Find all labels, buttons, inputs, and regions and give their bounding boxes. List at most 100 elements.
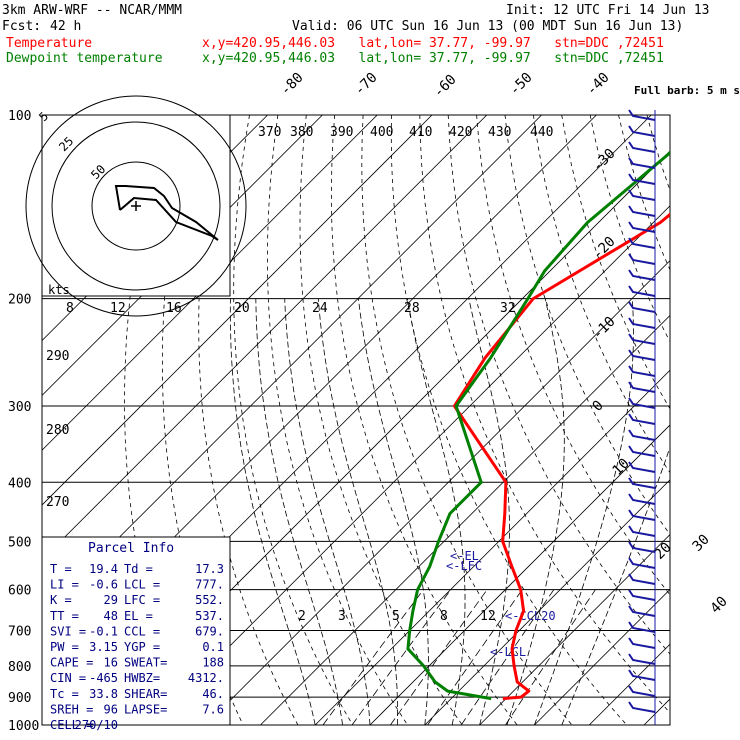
wind-barb [628,381,656,393]
parcel-info-cell: Td = [124,562,153,576]
pressure-label: 600 [8,584,31,599]
moist-adiabat [506,298,565,725]
hodograph-axis-label: 16 [166,301,182,316]
wind-barb [628,685,656,697]
moist-adiabat [255,298,343,725]
dry-adiabat [732,115,740,725]
parcel-info-cell: K = [50,593,72,607]
hodograph-axis-label: 12 [110,301,126,316]
parcel-info-cell: LCL = [124,578,160,592]
dry-adiabat [390,115,628,725]
parcel-info-cell: 46. [202,687,224,701]
level-annotation: <-CCL20 [505,609,556,623]
parcel-info-cell: SHEAR= [124,687,167,701]
level-annotation: <-LFC [446,559,482,573]
isotherm-label: -80 [278,70,307,99]
wind-barb [628,269,656,281]
pressure-label: 400 [8,476,31,491]
wind-barb [628,317,656,329]
dry-adiabat [675,115,740,725]
dry-adiabat [646,115,670,192]
dry-adiabat [561,115,670,410]
wind-barb [628,557,656,569]
isotherm-label: -10 [590,314,619,343]
isotherm-line [369,424,670,725]
isotherm-label: -40 [584,70,613,99]
dry-adiabat [266,115,408,725]
isotherm-label: 30 [690,532,713,555]
dry-adiabat [233,115,354,725]
wind-barb [628,285,656,297]
temperature-location: x,y=420.95,446.03 lat,lon= 37.77, -99.97… [202,36,664,51]
wind-barb [628,621,656,633]
wind-barb [628,157,656,169]
parcel-info-cell: CCL = [124,624,160,638]
wind-barb [628,221,656,233]
hodograph-center-marker [131,201,141,211]
moist-adiabat [284,298,371,725]
wind-barb [628,669,656,681]
mixing-ratio-label: 8 [440,609,448,624]
parcel-info-cell: 29 [104,593,118,607]
mixing-ratio-line [351,589,452,725]
parcel-info-cell: LI = [50,578,79,592]
theta-label: 410 [409,125,432,140]
wind-barb [628,301,656,313]
dry-adiabat [419,115,670,714]
forecast-label: Fcst: [2,19,42,34]
hodograph-axis-label: 32 [500,301,516,316]
wind-barb [628,365,656,377]
parcel-info-title: Parcel Info [88,541,174,556]
mixing-ratio-label: 2 [298,609,306,624]
valid-time: Valid: 06 UTC Sun 16 Jun 13 (00 MDT Sun … [292,19,684,34]
hodograph-axis-label: 24 [312,301,328,316]
dewpoint-legend: Dewpoint temperature [6,51,163,66]
hodograph-axis-label: 28 [404,301,420,316]
wind-barb [628,333,656,345]
theta-label: 440 [530,125,553,140]
moist-adiabat [407,298,466,725]
wind-barb [628,173,656,185]
isotherm-label: -70 [352,70,381,99]
wind-barb [628,541,656,553]
isotherm-line [588,643,670,725]
mixing-ratio-label: 12 [480,609,496,624]
parcel-info-cell: 3.15 [89,640,118,654]
parcel-info-cell: 552. [195,593,224,607]
mixing-ratio-line [322,589,424,725]
theta-left-label: 270 [46,495,69,510]
parcel-info-cell: CAPE = [50,656,93,670]
isotherm-line [150,205,670,725]
dry-adiabat [447,115,670,655]
wind-barb [628,109,656,121]
theta-label: 430 [488,125,511,140]
moist-adiabat [317,298,398,725]
moist-adiabat [534,298,634,725]
wind-barb [628,397,656,409]
isotherm-label: 40 [708,594,731,617]
wind-barb [628,509,656,521]
isotherm-line [314,369,670,725]
barb-scale-note: Full barb: 5 m s⁻¹ [634,84,740,97]
pressure-label: 500 [8,535,31,550]
dry-adiabat [330,115,518,725]
moist-adiabat [468,298,510,725]
parcel-info-cell: HWBZ= [124,671,160,685]
pressure-label: 100 [8,109,31,124]
isotherm-line [42,115,488,561]
temperature-profile [452,212,670,701]
isotherm-line [205,260,670,725]
hodograph-trace [114,185,219,241]
wind-barb [628,493,656,505]
moist-adiabat [229,298,316,725]
isotherm-line [42,115,378,451]
parcel-info-cell: 4312. [188,671,224,685]
dry-adiabat [361,115,573,725]
dry-adiabat [589,115,670,343]
hodograph-axis-label: 8 [66,301,74,316]
parcel-info-cell: 33.8 [89,687,118,701]
parcel-info-cell: LAPSE= [124,702,167,716]
isotherm-line [424,479,670,725]
temperature-legend: Temperature [6,36,93,51]
wind-barb [628,573,656,585]
